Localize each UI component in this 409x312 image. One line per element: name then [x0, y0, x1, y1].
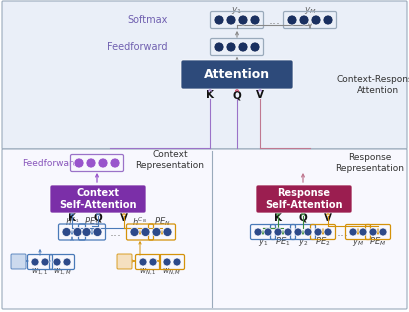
Text: $y_2$: $y_2$: [297, 236, 308, 247]
Text: $h^{C_N}$: $h^{C_N}$: [132, 216, 147, 228]
FancyBboxPatch shape: [117, 254, 132, 269]
Text: $w_{N,M}$: $w_{N,M}$: [162, 267, 181, 277]
FancyBboxPatch shape: [50, 185, 146, 213]
FancyBboxPatch shape: [2, 1, 406, 149]
Circle shape: [139, 258, 147, 266]
Text: Response
Representation: Response Representation: [335, 153, 404, 173]
Text: ...: ...: [268, 13, 280, 27]
Circle shape: [110, 158, 120, 168]
Circle shape: [273, 228, 281, 236]
Circle shape: [163, 258, 171, 266]
FancyBboxPatch shape: [180, 60, 292, 89]
Text: $PE_1$: $PE_1$: [84, 216, 99, 228]
Circle shape: [41, 258, 49, 266]
Circle shape: [237, 15, 247, 25]
Text: V: V: [323, 213, 331, 223]
Circle shape: [303, 228, 311, 236]
Text: $y_1$: $y_1$: [257, 236, 267, 247]
Circle shape: [358, 228, 366, 236]
Text: $y_M$: $y_M$: [303, 4, 316, 16]
Circle shape: [82, 227, 91, 236]
Circle shape: [283, 228, 291, 236]
Text: Context-Response
Attention: Context-Response Attention: [336, 75, 409, 95]
Circle shape: [130, 227, 139, 236]
Text: Response
Self-Attention: Response Self-Attention: [265, 188, 342, 210]
Text: V: V: [255, 90, 263, 100]
Circle shape: [323, 228, 331, 236]
Circle shape: [148, 258, 157, 266]
Text: $w_{N,1}$: $w_{N,1}$: [139, 267, 157, 277]
Circle shape: [313, 228, 321, 236]
Text: $PE_M$: $PE_M$: [369, 236, 386, 248]
Circle shape: [62, 227, 71, 236]
FancyBboxPatch shape: [2, 149, 406, 309]
Circle shape: [74, 158, 84, 168]
Circle shape: [152, 227, 161, 236]
Circle shape: [213, 42, 223, 52]
Text: Q: Q: [232, 90, 241, 100]
Circle shape: [298, 15, 308, 25]
Text: $PE_1$: $PE_1$: [274, 236, 290, 248]
Circle shape: [254, 228, 261, 236]
Text: $h^{C_1}$: $h^{C_1}$: [65, 216, 79, 228]
Text: K: K: [205, 90, 213, 100]
Circle shape: [225, 15, 236, 25]
Circle shape: [73, 227, 82, 236]
Circle shape: [31, 258, 39, 266]
Text: $y_M$: $y_M$: [351, 236, 363, 247]
Text: ...: ...: [336, 226, 348, 238]
Circle shape: [63, 258, 71, 266]
Circle shape: [368, 228, 376, 236]
Text: Attention: Attention: [203, 67, 270, 80]
Text: $y_1$: $y_1$: [231, 4, 242, 16]
Circle shape: [378, 228, 386, 236]
Text: Feedforward: Feedforward: [107, 42, 168, 52]
Circle shape: [53, 258, 61, 266]
Circle shape: [263, 228, 271, 236]
Circle shape: [173, 258, 180, 266]
Circle shape: [86, 158, 96, 168]
Circle shape: [225, 42, 236, 52]
Circle shape: [249, 42, 259, 52]
Text: $PE_2$: $PE_2$: [315, 236, 330, 248]
Circle shape: [163, 227, 172, 236]
Text: ...: ...: [110, 226, 122, 238]
Text: $w_{1,M}$: $w_{1,M}$: [52, 267, 71, 277]
Text: K: K: [68, 213, 76, 223]
Circle shape: [293, 228, 301, 236]
Text: Context
Representation: Context Representation: [135, 150, 204, 170]
Text: $w_{1,1}$: $w_{1,1}$: [31, 267, 49, 277]
Text: K: K: [273, 213, 281, 223]
Circle shape: [322, 15, 332, 25]
Text: V: V: [120, 213, 128, 223]
Circle shape: [237, 42, 247, 52]
Text: Softmax: Softmax: [127, 15, 168, 25]
Text: $PE_N$: $PE_N$: [153, 216, 170, 228]
Circle shape: [348, 228, 356, 236]
Circle shape: [141, 227, 150, 236]
Text: Context
Self-Attention: Context Self-Attention: [59, 188, 137, 210]
FancyBboxPatch shape: [11, 254, 26, 269]
Text: Feedforward: Feedforward: [22, 158, 78, 168]
Circle shape: [310, 15, 320, 25]
Circle shape: [213, 15, 223, 25]
Circle shape: [98, 158, 108, 168]
Circle shape: [286, 15, 296, 25]
Text: Q: Q: [298, 213, 307, 223]
FancyBboxPatch shape: [255, 185, 351, 213]
Circle shape: [93, 227, 102, 236]
Text: Q: Q: [93, 213, 102, 223]
Circle shape: [249, 15, 259, 25]
